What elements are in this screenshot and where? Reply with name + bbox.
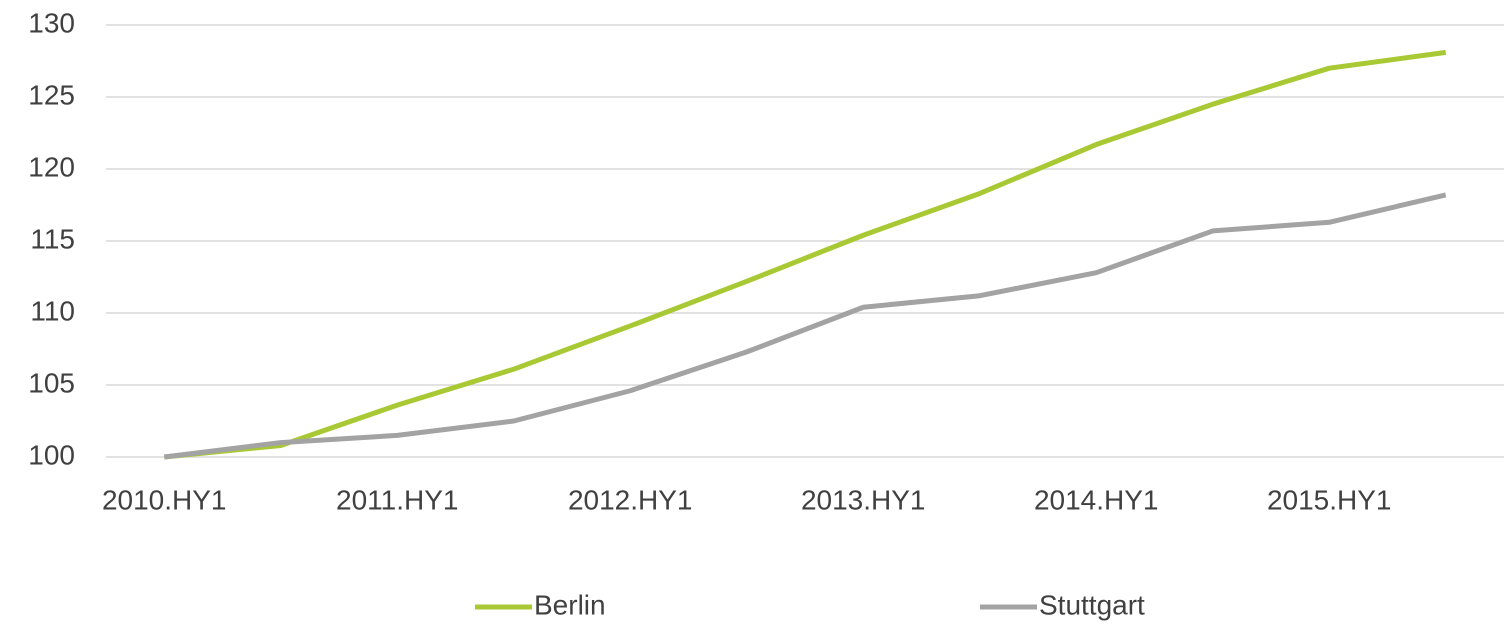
y-tick-label: 105	[28, 367, 75, 398]
y-tick-label: 115	[30, 223, 75, 254]
y-tick-label: 125	[28, 79, 75, 110]
x-tick-label: 2011.HY1	[336, 484, 458, 515]
x-tick-label: 2010.HY1	[102, 484, 227, 515]
y-tick-label: 120	[28, 151, 75, 182]
legend-label: Berlin	[534, 589, 606, 620]
x-tick-label: 2013.HY1	[801, 484, 926, 515]
x-tick-label: 2015.HY1	[1267, 484, 1392, 515]
y-tick-label: 110	[30, 295, 75, 326]
x-tick-label: 2012.HY1	[568, 484, 693, 515]
y-tick-label: 100	[28, 439, 75, 470]
legend-label: Stuttgart	[1039, 589, 1145, 620]
series-line	[163, 192, 1447, 460]
series-line	[164, 49, 1447, 460]
y-tick-label: 130	[28, 7, 75, 38]
x-tick-label: 2014.HY1	[1034, 484, 1159, 515]
